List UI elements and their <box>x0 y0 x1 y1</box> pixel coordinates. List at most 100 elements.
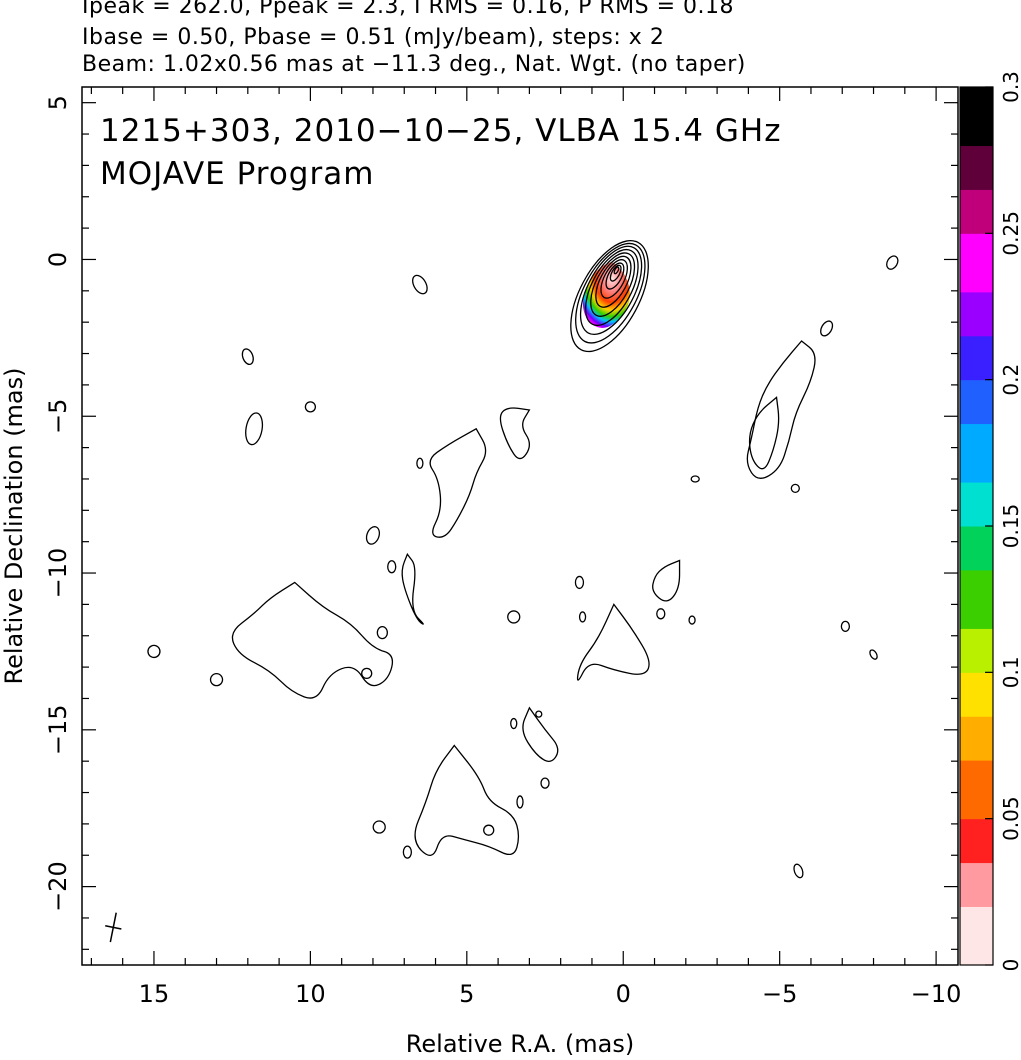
x-axis-label: Relative R.A. (mas) <box>406 1030 634 1058</box>
colorbar-segment <box>960 408 993 425</box>
colorbar-segment <box>960 789 993 805</box>
colorbar-segment <box>960 569 993 586</box>
small-contour <box>361 667 373 680</box>
y-tick-label: −5 <box>44 399 72 434</box>
beam-minor-axis <box>105 925 122 930</box>
colorbar-segment <box>960 438 993 454</box>
colorbar-segment <box>960 847 993 864</box>
y-tick-label: 0 <box>44 252 72 267</box>
core-contour <box>585 248 639 326</box>
colorbar-segment <box>960 804 993 820</box>
small-contour <box>869 649 878 660</box>
small-contour <box>535 710 543 718</box>
colorbar-segment <box>960 87 993 103</box>
colorbar-segment <box>960 218 993 234</box>
jet-contour <box>231 581 394 699</box>
colorbar-segment <box>960 760 993 776</box>
colorbar-segment <box>960 599 993 615</box>
small-contour <box>793 863 804 879</box>
header-line-1: Ipeak = 262.0, Ppeak = 2.3, I RMS = 0.16… <box>82 0 734 19</box>
colorbar-segment <box>960 291 993 307</box>
core-contour <box>579 245 643 336</box>
small-contour <box>840 620 851 632</box>
colorbar-segment <box>960 672 993 688</box>
colorbar-segment <box>960 877 993 893</box>
colorbar-segment <box>960 365 993 381</box>
y-tick-label: 5 <box>44 95 72 110</box>
colorbar-segment <box>960 160 993 176</box>
colorbar-segment <box>960 496 993 512</box>
colorbar-tick-label: 0.25 <box>999 211 1021 256</box>
small-contour <box>147 644 161 659</box>
colorbar-segment <box>960 686 993 703</box>
colorbar-segment <box>960 906 993 922</box>
colorbar-segment <box>960 643 993 659</box>
colorbar-segment <box>960 862 993 878</box>
colorbar-segment <box>960 891 993 907</box>
plot-frame <box>81 86 959 966</box>
jet-contour <box>499 407 531 460</box>
jet-contour <box>414 744 520 856</box>
colorbar-segment <box>960 262 993 278</box>
small-contour <box>507 610 521 624</box>
small-contour <box>416 457 424 469</box>
colorbar-segment <box>960 277 993 293</box>
colorbar-segment <box>960 394 993 410</box>
axis-ticks <box>82 87 958 965</box>
header-line-2: Ibase = 0.50, Pbase = 0.51 (mJy/beam), s… <box>82 25 665 50</box>
core-contour <box>605 262 625 290</box>
x-tick-label: 5 <box>459 980 474 1008</box>
small-contour <box>245 412 264 446</box>
colorbar-segment <box>960 247 993 264</box>
core-contour <box>609 264 622 282</box>
plot-title: 1215+303, 2010−10−25, VLBA 15.4 GHz <box>100 113 781 149</box>
contours <box>147 255 899 879</box>
y-axis-label: Relative Declination (mas) <box>0 367 28 684</box>
jet-contour <box>401 552 424 625</box>
colorbar-segment <box>960 101 993 117</box>
colorbar-segment <box>960 233 993 249</box>
jet-contour <box>746 340 816 479</box>
small-contour <box>688 615 696 625</box>
jet-contour <box>748 396 780 470</box>
colorbar-segment <box>960 423 993 439</box>
colorbar-segment <box>960 130 993 147</box>
x-tick-label: 10 <box>295 980 326 1008</box>
small-contour <box>365 526 381 545</box>
colorbar-segment <box>960 350 993 366</box>
colorbar-segment <box>960 526 993 542</box>
y-tick-label: −15 <box>44 704 72 755</box>
colorbar-segment <box>960 950 993 966</box>
colorbar-segment <box>960 145 993 161</box>
colorbar-segment <box>960 818 993 834</box>
colorbar-segment <box>960 467 993 483</box>
colorbar-segment <box>960 511 993 527</box>
core-contour <box>613 266 620 275</box>
small-contour <box>540 777 550 789</box>
small-contour <box>376 625 388 640</box>
colorbar-segment <box>960 730 993 746</box>
colorbar-segment <box>960 774 993 790</box>
core-contour <box>590 252 636 317</box>
jet-contour <box>576 603 650 681</box>
beam-marker <box>105 912 122 943</box>
small-contour <box>578 611 587 623</box>
colorbar-segment <box>960 833 993 849</box>
colorbar-segment <box>960 657 993 673</box>
colorbar-segment <box>960 482 993 498</box>
small-contour <box>241 348 254 366</box>
small-contour <box>656 608 666 620</box>
jet-contour <box>652 559 681 602</box>
colorbar-tick-label: 0.05 <box>999 796 1021 841</box>
y-tick-label: −10 <box>44 548 72 599</box>
small-contour <box>690 475 700 483</box>
colorbar-segment <box>960 174 993 190</box>
colorbar-segment <box>960 189 993 205</box>
colorbar-segment <box>960 452 993 468</box>
colorbar-segment <box>960 379 993 395</box>
small-contour <box>209 673 224 687</box>
small-contour <box>516 795 524 809</box>
colorbar-segment <box>960 321 993 337</box>
colorbar-segment <box>960 540 993 556</box>
x-tick-label: 15 <box>139 980 170 1008</box>
